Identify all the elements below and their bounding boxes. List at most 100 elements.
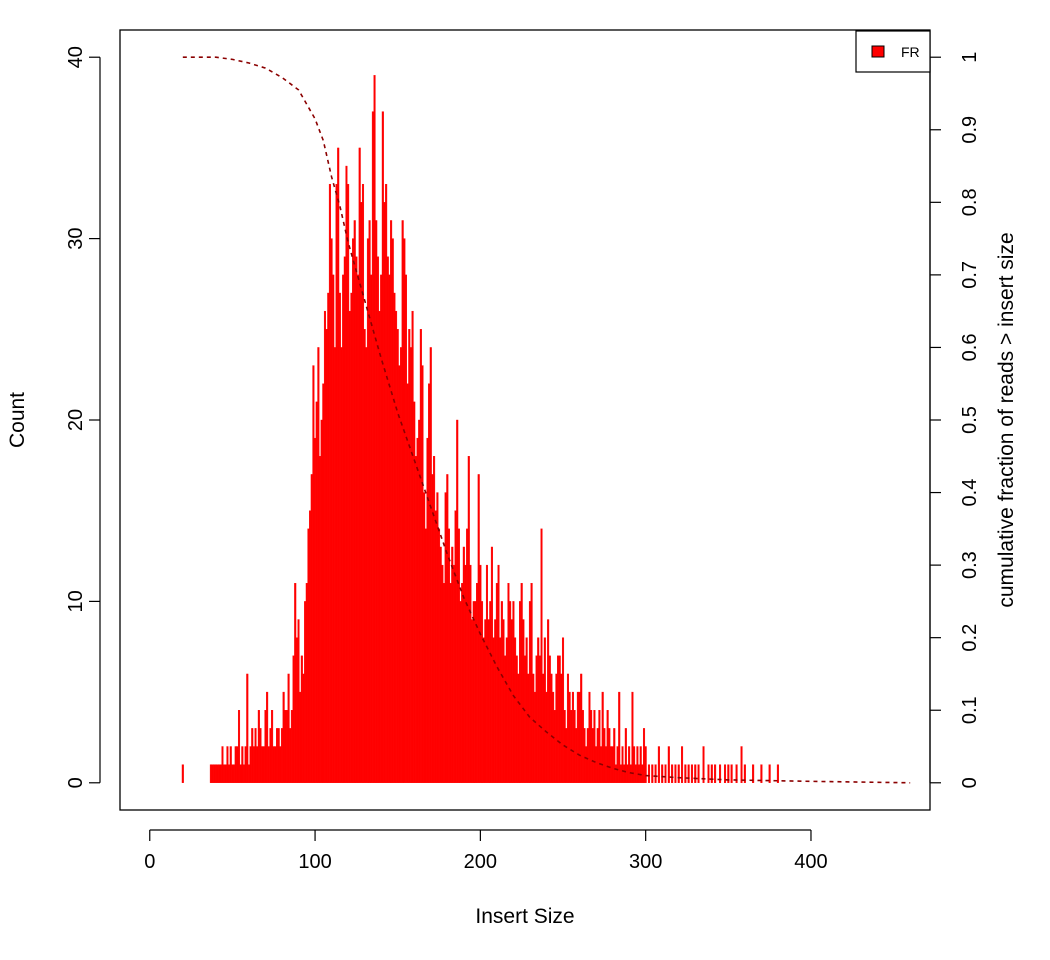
histogram-bar bbox=[380, 274, 383, 783]
histogram-bar bbox=[482, 637, 485, 783]
histogram-bar bbox=[702, 746, 705, 783]
histogram-bar bbox=[388, 274, 391, 783]
histogram-bar bbox=[639, 746, 642, 783]
x-axis-label: Insert Size bbox=[475, 905, 574, 928]
histogram-bar bbox=[580, 673, 583, 783]
histogram-bar bbox=[328, 183, 331, 783]
histogram-bar bbox=[401, 220, 404, 784]
histogram-bar bbox=[423, 492, 426, 783]
histogram-bar bbox=[476, 583, 479, 783]
histogram-bar bbox=[381, 111, 384, 783]
histogram-bar bbox=[322, 383, 325, 783]
histogram-bar bbox=[337, 147, 340, 783]
histogram-bar bbox=[601, 691, 604, 783]
histogram-bar bbox=[447, 528, 450, 783]
histogram-bar bbox=[368, 220, 371, 784]
histogram-bar bbox=[237, 710, 241, 783]
histogram-bar bbox=[317, 347, 320, 783]
histogram-bar bbox=[590, 710, 593, 783]
histogram-bar bbox=[545, 691, 548, 783]
histogram-bar bbox=[216, 764, 219, 783]
histogram-bar bbox=[442, 583, 446, 783]
histogram-bar bbox=[664, 764, 667, 783]
histogram-bar bbox=[242, 764, 245, 783]
histogram-bar bbox=[433, 456, 436, 783]
histogram-bar bbox=[229, 746, 232, 783]
histogram-bar bbox=[654, 764, 657, 783]
histogram-bar bbox=[305, 583, 308, 783]
histogram-bar bbox=[568, 691, 571, 783]
histogram-bar bbox=[533, 691, 536, 783]
x-tick-label: 200 bbox=[464, 851, 497, 873]
legend: FR bbox=[855, 30, 931, 73]
histogram-bar bbox=[547, 619, 550, 783]
histogram-bar bbox=[315, 401, 318, 783]
histogram-bar bbox=[246, 673, 249, 783]
histogram-bar bbox=[606, 710, 609, 783]
histogram-bar bbox=[347, 183, 350, 783]
histogram-bar bbox=[456, 419, 459, 783]
histogram-bar bbox=[239, 764, 242, 783]
histogram-bar bbox=[211, 764, 214, 783]
histogram-bar bbox=[287, 673, 290, 783]
histogram-bar bbox=[249, 746, 252, 783]
histogram-bar bbox=[269, 728, 272, 783]
histogram-bar bbox=[431, 474, 434, 783]
histogram-bar bbox=[543, 637, 546, 783]
y2-tick-label: 0.4 bbox=[959, 479, 981, 507]
histogram-bar bbox=[332, 274, 335, 783]
histogram-bar bbox=[355, 256, 358, 783]
histogram-bar bbox=[596, 728, 599, 783]
histogram-bar bbox=[507, 583, 510, 783]
histogram-bar bbox=[290, 710, 293, 783]
histogram-bar bbox=[257, 710, 260, 783]
histogram-bar bbox=[310, 474, 313, 783]
histogram-bar bbox=[471, 619, 474, 783]
histogram-bar bbox=[740, 746, 743, 783]
histogram-bar bbox=[314, 437, 317, 783]
histogram-bar bbox=[677, 764, 680, 783]
histogram-bar bbox=[320, 419, 323, 783]
histogram-bar bbox=[603, 728, 606, 783]
histogram-bar bbox=[398, 365, 401, 783]
histogram-bar bbox=[730, 764, 733, 783]
histogram-bar bbox=[570, 710, 573, 783]
histogram-bar bbox=[251, 728, 254, 783]
histogram-bar bbox=[370, 274, 373, 783]
histogram-bar bbox=[565, 728, 568, 783]
histogram-bar bbox=[457, 528, 460, 783]
histogram-bar bbox=[538, 655, 541, 783]
histogram-bars bbox=[181, 75, 779, 784]
histogram-bar bbox=[535, 655, 538, 783]
histogram-bar bbox=[628, 746, 631, 783]
histogram-bar bbox=[304, 601, 307, 784]
histogram-bar bbox=[548, 655, 551, 783]
histogram-bar bbox=[360, 202, 363, 783]
histogram-bar bbox=[697, 764, 700, 783]
histogram-bar bbox=[335, 183, 338, 783]
histogram-bar bbox=[485, 564, 488, 783]
histogram-bar bbox=[651, 764, 654, 783]
histogram-bar bbox=[631, 691, 634, 783]
histogram-bar bbox=[272, 746, 275, 783]
histogram-bar bbox=[634, 764, 637, 783]
histogram-bar bbox=[710, 764, 713, 783]
histogram-bar bbox=[644, 746, 647, 783]
histogram-bar bbox=[593, 710, 596, 783]
histogram-bar bbox=[285, 710, 288, 783]
histogram-bar bbox=[373, 75, 376, 783]
histogram-bar bbox=[421, 365, 424, 783]
y-tick-label: 0 bbox=[65, 777, 87, 788]
histogram-bar bbox=[418, 419, 421, 783]
y-axis-right: 0 0.1 0.2 0.3 0.4 0.5 0.6 0.7 0.8 0.9 1 bbox=[929, 52, 981, 788]
histogram-bar bbox=[560, 673, 563, 783]
histogram-bar bbox=[289, 728, 292, 783]
histogram-bar bbox=[294, 583, 297, 783]
histogram-bar bbox=[464, 564, 467, 783]
histogram-bar bbox=[209, 764, 212, 783]
histogram-bar bbox=[426, 437, 429, 783]
histogram-bar bbox=[181, 764, 184, 783]
histogram-bar bbox=[520, 583, 523, 783]
y-tick-label: 20 bbox=[65, 409, 87, 431]
histogram-bar bbox=[512, 601, 515, 784]
